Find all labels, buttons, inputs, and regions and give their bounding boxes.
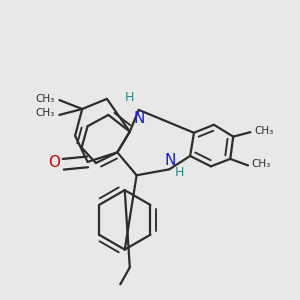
Text: H: H	[175, 167, 184, 179]
Text: N: N	[164, 153, 176, 168]
Text: O: O	[48, 155, 60, 170]
Text: H: H	[124, 92, 134, 104]
Text: CH₃: CH₃	[36, 94, 55, 103]
Text: N: N	[134, 111, 145, 126]
Text: CH₃: CH₃	[252, 159, 271, 169]
Text: CH₃: CH₃	[254, 126, 273, 136]
Text: CH₃: CH₃	[36, 108, 55, 118]
